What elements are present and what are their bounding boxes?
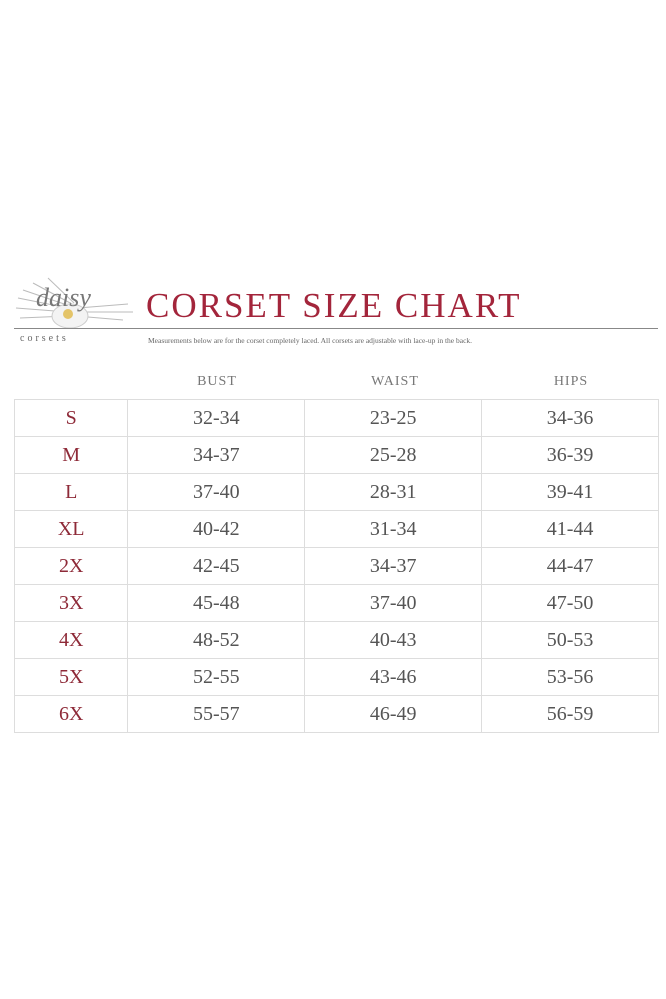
bust-cell: 32-34: [127, 399, 306, 437]
hips-cell: 50-53: [481, 621, 659, 659]
table-row: 6X 55-57 46-49 56-59: [13, 695, 659, 733]
hips-cell: 53-56: [481, 658, 659, 696]
size-cell: XL: [13, 510, 129, 548]
waist-cell: 28-31: [304, 473, 483, 511]
hips-cell: 39-41: [481, 473, 659, 511]
waist-cell: 34-37: [304, 547, 483, 585]
size-cell: S: [13, 399, 129, 437]
table-row: M 34-37 25-28 36-39: [13, 436, 659, 474]
svg-text:daisy: daisy: [36, 283, 91, 312]
column-header-hips: HIPS: [553, 374, 589, 389]
daisy-corsets-logo: daisy: [15, 277, 133, 329]
size-cell: 2X: [13, 547, 129, 585]
size-cell: 4X: [13, 621, 129, 659]
divider: [14, 328, 658, 329]
bust-cell: 42-45: [127, 547, 306, 585]
waist-cell: 37-40: [304, 584, 483, 622]
bust-cell: 48-52: [127, 621, 306, 659]
waist-cell: 25-28: [304, 436, 483, 474]
size-table: S 32-34 23-25 34-36 M 34-37 25-28 36-39 L 37-40 28…: [13, 399, 659, 733]
table-row: 2X 42-45 34-37 44-47: [13, 547, 659, 585]
table-row: XL 40-42 31-34 41-44: [13, 510, 659, 548]
waist-cell: 46-49: [304, 695, 483, 733]
bust-cell: 55-57: [127, 695, 306, 733]
bust-cell: 52-55: [127, 658, 306, 696]
bust-cell: 37-40: [127, 473, 306, 511]
waist-cell: 40-43: [304, 621, 483, 659]
waist-cell: 43-46: [304, 658, 483, 696]
bust-cell: 34-37: [127, 436, 306, 474]
table-row: 3X 45-48 37-40 47-50: [13, 584, 659, 622]
column-header-bust: BUST: [197, 374, 237, 389]
size-cell: L: [13, 473, 129, 511]
bust-cell: 40-42: [127, 510, 306, 548]
logo-subtitle: corsets: [20, 333, 69, 344]
hips-cell: 36-39: [481, 436, 659, 474]
size-cell: M: [13, 436, 129, 474]
size-cell: 6X: [13, 695, 129, 733]
bust-cell: 45-48: [127, 584, 306, 622]
table-row: 4X 48-52 40-43 50-53: [13, 621, 659, 659]
caption: Measurements below are for the corset co…: [148, 336, 473, 345]
table-row: L 37-40 28-31 39-41: [13, 473, 659, 511]
page-title: CORSET SIZE CHART: [146, 286, 522, 325]
hips-cell: 47-50: [481, 584, 659, 622]
table-row: S 32-34 23-25 34-36: [13, 399, 659, 437]
column-header-waist: WAIST: [371, 374, 419, 389]
waist-cell: 31-34: [304, 510, 483, 548]
waist-cell: 23-25: [304, 399, 483, 437]
hips-cell: 34-36: [481, 399, 659, 437]
hips-cell: 44-47: [481, 547, 659, 585]
table-row: 5X 52-55 43-46 53-56: [13, 658, 659, 696]
hips-cell: 41-44: [481, 510, 659, 548]
size-cell: 3X: [13, 584, 129, 622]
size-cell: 5X: [13, 658, 129, 696]
hips-cell: 56-59: [481, 695, 659, 733]
